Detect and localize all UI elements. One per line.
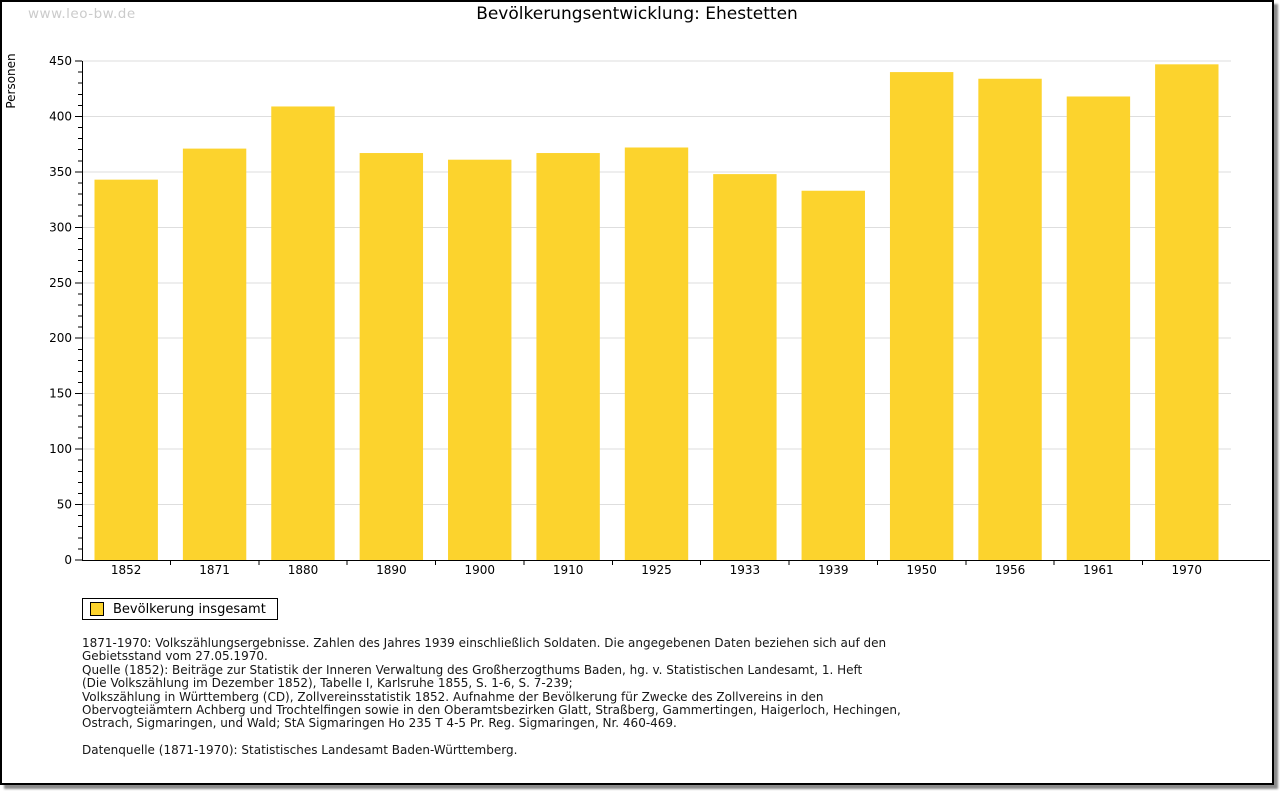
datasource-line: Datenquelle (1871-1970): Statistisches L… bbox=[82, 743, 518, 758]
y-tick-label: 300 bbox=[49, 220, 72, 234]
footnote-line: (Die Volkszählung im Dezember 1852), Tab… bbox=[82, 676, 573, 691]
watermark: www.leo-bw.de bbox=[28, 6, 136, 22]
x-tick-label: 1852 bbox=[111, 563, 142, 577]
bar bbox=[182, 148, 247, 560]
footnote-line: Quelle (1852): Beiträge zur Statistik de… bbox=[82, 662, 863, 677]
x-tick-label: 1956 bbox=[995, 563, 1026, 577]
x-tick-label: 1925 bbox=[641, 563, 672, 577]
footnote-line: 1871-1970: Volkszählungsergebnisse. Zahl… bbox=[82, 636, 887, 650]
footnote-line: Obervogteiämtern Achberg und Trochtelfin… bbox=[82, 702, 901, 717]
y-tick-label: 400 bbox=[49, 109, 72, 123]
x-tick-label: 1939 bbox=[818, 563, 849, 577]
y-tick-label: 200 bbox=[49, 331, 72, 345]
footnotes: 1871-1970: Volkszählungsergebnisse. Zahl… bbox=[82, 636, 901, 758]
y-tick-label: 350 bbox=[49, 165, 72, 179]
bar bbox=[713, 174, 777, 560]
footnote-line: Gebietsstand vom 27.05.1970. bbox=[82, 649, 268, 664]
footnote-spacer bbox=[82, 731, 901, 744]
bar bbox=[94, 179, 158, 560]
bar bbox=[978, 78, 1042, 561]
y-axis-label: Personen bbox=[4, 53, 18, 108]
x-tick-label: 1961 bbox=[1083, 563, 1114, 577]
legend-label: Bevölkerung insgesamt bbox=[113, 601, 266, 617]
x-tick-label: 1910 bbox=[553, 563, 584, 577]
footnote-line: Volkszählung in Württemberg (CD), Zollve… bbox=[82, 689, 824, 704]
page-title: Bevölkerungsentwicklung: Ehestetten bbox=[476, 4, 798, 24]
y-tick-label: 50 bbox=[57, 498, 72, 512]
legend: Bevölkerung insgesamt bbox=[82, 598, 278, 620]
x-tick-label: 1880 bbox=[288, 563, 319, 577]
bar bbox=[1155, 64, 1219, 561]
y-tick-label: 100 bbox=[49, 442, 72, 456]
bar bbox=[271, 106, 335, 560]
footnote-line: Ostrach, Sigmaringen, und Wald; StA Sigm… bbox=[82, 716, 677, 731]
x-tick-label: 1933 bbox=[730, 563, 761, 577]
bar bbox=[1066, 96, 1131, 561]
bar bbox=[359, 153, 424, 560]
bar bbox=[536, 153, 600, 560]
y-tick-label: 450 bbox=[49, 54, 72, 68]
y-tick-label: 250 bbox=[49, 276, 72, 290]
bar bbox=[448, 159, 512, 561]
bar bbox=[624, 147, 689, 560]
x-tick-label: 1970 bbox=[1172, 563, 1203, 577]
bar bbox=[889, 72, 954, 560]
x-tick-label: 1871 bbox=[199, 563, 230, 577]
y-tick-label: 0 bbox=[64, 553, 72, 567]
legend-swatch bbox=[90, 602, 104, 616]
x-tick-label: 1890 bbox=[376, 563, 407, 577]
x-tick-label: 1950 bbox=[906, 563, 937, 577]
y-tick-label: 150 bbox=[49, 387, 72, 401]
population-bar-chart: 0 50 100 150 200 250 300 350 400 450 1852 1871 1880 1… bbox=[4, 53, 1270, 577]
x-tick-label: 1900 bbox=[464, 563, 495, 577]
bar bbox=[801, 190, 865, 561]
